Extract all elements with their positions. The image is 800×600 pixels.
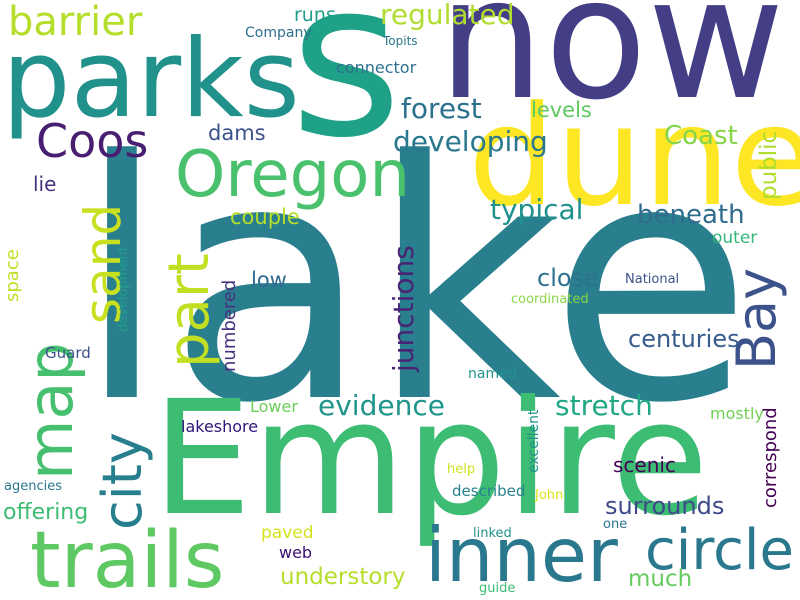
word-coordinated: development [116, 246, 131, 332]
word-centuries: understory [280, 564, 406, 590]
word-offering: levels [531, 98, 592, 122]
word-topits: Lower [250, 397, 298, 416]
word-beneath: beneath [637, 200, 745, 230]
word-paved: dams [208, 121, 266, 145]
word-numbered: linked [473, 526, 512, 541]
word-lake: lake [76, 91, 753, 475]
word-low: close [537, 264, 599, 292]
word-circle: map [14, 342, 87, 480]
word-agencies: excellent [526, 409, 542, 473]
word-typical: typical [490, 193, 584, 226]
word-connector: space [2, 249, 23, 302]
word-coast: Coast [664, 121, 738, 151]
word-described: paved [261, 523, 314, 543]
word-lie: regulated [380, 0, 515, 31]
word-national: Guard [45, 344, 91, 362]
word-barrier: barrier [8, 0, 143, 45]
word-much: developing [393, 125, 548, 158]
word-now: now [438, 0, 785, 137]
word-lakeshore: connector [336, 58, 417, 77]
word-forest: forest [401, 92, 482, 125]
word-one: named [468, 366, 517, 382]
word-runs: scenic [613, 453, 676, 477]
word-evidence: evidence [318, 389, 445, 422]
word-development: one [603, 517, 628, 532]
word-dune: dune [468, 76, 800, 237]
word-couple: offering [3, 500, 89, 525]
word-inner: inner [425, 511, 618, 599]
word-stretch: stretch [555, 389, 653, 422]
word-developing: junctions [387, 245, 420, 372]
word-s: s [290, 0, 403, 185]
word-surrounds: much [628, 566, 693, 592]
word-understory: public [756, 130, 782, 200]
word-public: help [447, 462, 476, 477]
word-coos: Coos [36, 114, 149, 168]
word-dams: couple [230, 205, 300, 229]
word-map: part [157, 253, 222, 368]
word-web: lie [33, 172, 57, 196]
word-oregon: Oregon [175, 138, 410, 212]
word-outer: runs [294, 4, 336, 26]
word-regulated: correspond [760, 407, 781, 508]
word-junctions: coordinated [511, 292, 589, 307]
word-guard: mostly [710, 404, 764, 423]
word-empire: Empire [152, 367, 709, 551]
word-excellent: guide [479, 581, 516, 596]
word-city: city [91, 432, 154, 530]
word-named: lakeshore [181, 417, 259, 436]
word-mostly: numbered [219, 279, 240, 372]
word-company: web [279, 543, 313, 562]
word-help: described [452, 482, 526, 500]
word-john: Company [245, 25, 312, 41]
word-bay: Bay [725, 267, 788, 370]
word-scenic: low [251, 268, 287, 292]
word-levels: centuries [628, 325, 740, 353]
word-lower: outer [712, 228, 758, 248]
word-trails: trails [30, 516, 225, 600]
word-close: surrounds [605, 492, 725, 520]
word-parks: parks [2, 17, 300, 142]
word-linked: Topits [383, 34, 418, 48]
word-part: circle [645, 518, 794, 583]
word-guide: National [625, 272, 680, 287]
word-space: John [535, 488, 564, 503]
word-correspond: agencies [4, 479, 62, 494]
